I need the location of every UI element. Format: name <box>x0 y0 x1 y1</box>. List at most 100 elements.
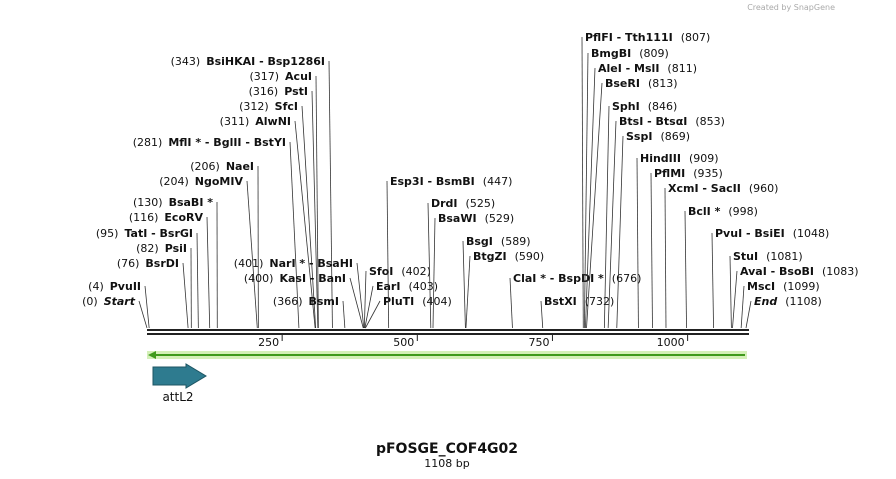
enzyme-label: (317) AcuI <box>249 70 312 83</box>
site: (76) <box>117 257 140 270</box>
tick-label: 750 <box>528 336 549 349</box>
site: (0) <box>82 295 98 308</box>
enzyme-name: PflMI <box>654 167 685 180</box>
site-line <box>509 277 513 329</box>
enzyme-name: BsgI <box>466 235 493 248</box>
enzyme-name: BclI * <box>688 205 721 218</box>
enzyme-label: (401) NarI * - BsaHI <box>234 257 353 270</box>
enzyme-name: BstXI <box>544 295 577 308</box>
enzyme-name: SfoI <box>369 265 393 278</box>
enzyme-label: (95) TatI - BsrGI <box>96 227 193 240</box>
feature-label: attL2 <box>162 390 193 404</box>
site: (853) <box>695 115 725 128</box>
site: (95) <box>96 227 119 240</box>
site-line <box>711 232 714 329</box>
enzyme-label: (281) MflI * - BglII - BstYI <box>133 136 286 149</box>
enzyme-name: BsaWI <box>438 212 477 225</box>
site: (204) <box>159 175 189 188</box>
site: (813) <box>648 77 678 90</box>
enzyme-label: BtsI - BtsαI (853) <box>619 115 725 128</box>
site-line <box>328 60 333 329</box>
site: (447) <box>483 175 513 188</box>
enzyme-name: BsaBI * <box>169 196 214 209</box>
enzyme-name: PvuII <box>110 280 141 293</box>
site: (529) <box>485 212 515 225</box>
site-line <box>684 210 687 329</box>
site-line <box>365 300 381 329</box>
title: pFOSGE_COF4G02 <box>376 441 518 457</box>
site-line <box>363 270 367 329</box>
enzyme-name: XcmI - SacII <box>668 182 741 195</box>
enzyme-label: DrdI (525) <box>431 197 495 210</box>
feature-arrow <box>152 363 207 389</box>
site-line <box>427 202 432 329</box>
enzyme-name: ClaI * - BspDI * <box>513 272 604 285</box>
enzyme-name: HindIII <box>640 152 681 165</box>
enzyme-name: AcuI <box>285 70 312 83</box>
site: (4) <box>88 280 104 293</box>
site: (130) <box>133 196 163 209</box>
site: (589) <box>501 235 531 248</box>
enzyme-label: (0) Start <box>82 295 136 308</box>
enzyme-name: SspI <box>626 130 652 143</box>
site: (525) <box>466 197 496 210</box>
enzyme-label: (311) AlwNI <box>220 115 291 128</box>
enzyme-name: PflFI - Tth111I <box>585 31 673 44</box>
site-line <box>581 36 584 329</box>
enzyme-label: StuI (1081) <box>733 250 803 263</box>
enzyme-label: BtgZI (590) <box>473 250 544 263</box>
site-line <box>206 216 211 329</box>
enzyme-label: (366) BsmI <box>273 295 339 308</box>
site: (281) <box>133 136 163 149</box>
site-line <box>586 82 603 329</box>
enzyme-name: DrdI <box>431 197 458 210</box>
site-line <box>138 300 148 329</box>
site-line <box>636 157 639 329</box>
enzyme-name: PvuI - BsiEI <box>715 227 785 240</box>
enzyme-name: PsiI <box>165 242 187 255</box>
site: (1099) <box>783 280 820 293</box>
enzyme-name: PluTI <box>383 295 414 308</box>
enzyme-name: AvaI - BsoBI <box>740 265 814 278</box>
enzyme-label: SspI (869) <box>626 130 690 143</box>
enzyme-name: PstI <box>284 85 308 98</box>
length: 1108 bp <box>424 457 469 470</box>
site-line <box>745 300 752 329</box>
enzyme-name: BtsI - BtsαI <box>619 115 687 128</box>
site: (116) <box>129 211 159 224</box>
enzyme-name: MscI <box>747 280 775 293</box>
site: (935) <box>693 167 723 180</box>
enzyme-label: (130) BsaBI * <box>133 196 213 209</box>
enzyme-label: BseRI (813) <box>605 77 678 90</box>
site: (400) <box>244 272 274 285</box>
site: (909) <box>689 152 719 165</box>
enzyme-label: ClaI * - BspDI * (676) <box>513 272 641 285</box>
enzyme-label: SfoI (402) <box>369 265 431 278</box>
enzyme-label: (116) EcoRV <box>129 211 204 224</box>
site-line <box>740 285 745 329</box>
enzyme-label: MscI (1099) <box>747 280 820 293</box>
site: (846) <box>648 100 678 113</box>
enzyme-label: (4) PvuII <box>88 280 141 293</box>
site-line <box>315 75 319 329</box>
brand: Created by SnapGene <box>747 3 835 12</box>
enzyme-label: SphI (846) <box>612 100 677 113</box>
enzyme-name: BsrDI <box>145 257 179 270</box>
enzyme-name: AleI - MslI <box>598 62 659 75</box>
tick-label: 500 <box>393 336 414 349</box>
site: (312) <box>239 100 269 113</box>
enzyme-name: SfcI <box>275 100 298 113</box>
enzyme-name: NgoMIV <box>195 175 244 188</box>
site: (401) <box>234 257 264 270</box>
enzyme-name: Start <box>104 295 136 308</box>
enzyme-name: NarI * - BsaHI <box>269 257 353 270</box>
enzyme-name: SphI <box>612 100 640 113</box>
site: (998) <box>728 205 758 218</box>
enzyme-label: PflFI - Tth111I (807) <box>585 31 710 44</box>
enzyme-label: AleI - MslI (811) <box>598 62 697 75</box>
site-line <box>386 180 390 329</box>
tick-label: 1000 <box>657 336 685 349</box>
orf-arrowhead <box>148 351 156 359</box>
enzyme-name: BmgBI <box>591 47 631 60</box>
enzyme-label: PflMI (935) <box>654 167 723 180</box>
